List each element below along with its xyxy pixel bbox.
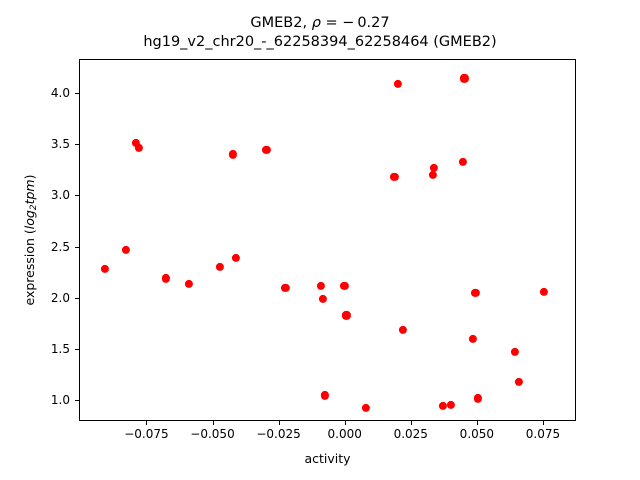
data-point	[132, 138, 141, 148]
data-point	[320, 391, 329, 400]
data-point	[134, 144, 143, 153]
data-point	[390, 172, 399, 181]
x-tick-mark	[344, 421, 346, 425]
data-point	[340, 281, 349, 290]
x-tick-mark	[278, 421, 280, 425]
y-tick-label: 4.0	[50, 85, 70, 100]
data-point	[471, 288, 480, 297]
y-axis-label: expression (log2tpm)	[22, 174, 39, 306]
x-tick-mark	[542, 421, 544, 425]
y-tick-mark	[75, 349, 79, 351]
y-tick-mark	[75, 92, 79, 94]
plot-axes-frame	[79, 59, 576, 421]
x-tick-label: 0.075	[525, 427, 561, 441]
data-point	[428, 170, 437, 179]
x-tick-label: −0.075	[124, 427, 169, 441]
x-axis-label: activity	[304, 451, 351, 466]
data-point	[262, 146, 271, 155]
chart-title: GMEB2, ρ = − 0.27 hg19_v2_chr20_-_622583…	[0, 14, 640, 52]
x-tick-mark	[146, 421, 148, 425]
y-tick-label: 1.0	[50, 393, 70, 408]
data-point	[161, 274, 170, 283]
data-point	[398, 325, 407, 334]
data-point	[393, 79, 402, 88]
x-tick-mark	[410, 421, 412, 425]
x-tick-label: −0.050	[190, 427, 235, 441]
data-point	[460, 74, 469, 83]
data-point	[514, 377, 523, 387]
y-tick-label: 3.5	[50, 137, 70, 152]
x-tick-label: 0.000	[327, 427, 362, 441]
x-tick-label: 0.050	[459, 427, 495, 441]
data-point	[317, 281, 326, 290]
data-point	[318, 294, 328, 304]
y-tick-mark	[75, 400, 79, 402]
data-point	[458, 157, 467, 166]
data-point	[362, 403, 371, 412]
data-point	[473, 394, 482, 403]
data-point	[228, 150, 237, 159]
x-tick-mark	[212, 421, 214, 425]
data-point	[231, 253, 240, 262]
data-point	[281, 283, 290, 292]
y-tick-label: 3.0	[50, 188, 70, 203]
x-tick-label: −0.025	[256, 427, 301, 441]
y-tick-label: 2.5	[50, 239, 70, 254]
y-tick-mark	[75, 297, 79, 299]
data-point	[342, 311, 351, 320]
data-point	[438, 401, 447, 410]
y-tick-label: 1.5	[50, 342, 70, 357]
chart-title-line-1: GMEB2, ρ = − 0.27	[250, 15, 390, 31]
data-point	[446, 400, 455, 409]
y-tick-mark	[75, 246, 79, 248]
x-tick-label: 0.025	[393, 427, 428, 441]
y-tick-mark	[75, 195, 79, 197]
data-point	[216, 263, 225, 272]
chart-title-line-2: hg19_v2_chr20_-_62258394_62258464 (GMEB2…	[143, 34, 497, 50]
data-point	[510, 348, 519, 357]
data-point	[539, 287, 549, 296]
data-point	[121, 245, 130, 254]
data-point	[101, 265, 110, 274]
y-tick-mark	[75, 144, 79, 146]
data-point	[429, 163, 439, 172]
data-point	[185, 279, 194, 288]
data-points-layer	[80, 60, 575, 420]
y-tick-label: 2.0	[50, 290, 70, 305]
x-tick-mark	[476, 421, 478, 425]
data-point	[468, 334, 477, 344]
